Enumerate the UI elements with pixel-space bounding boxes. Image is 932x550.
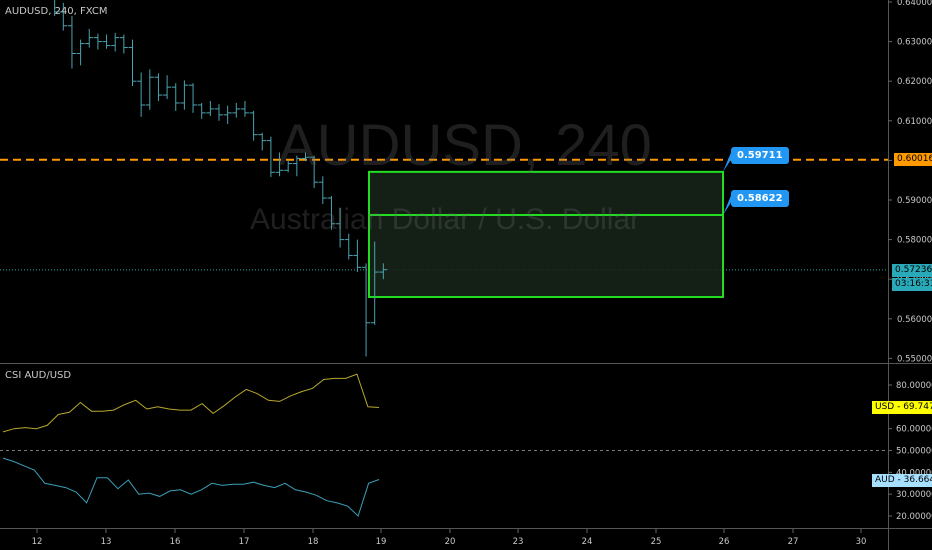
indicator-axis-label: 50.00000 [896, 447, 932, 457]
ohlc-bar [137, 72, 146, 117]
ohlc-bar [67, 15, 76, 69]
symbol-header: AUDUSD, 240, FXCM [5, 6, 108, 17]
ohlc-bar [171, 83, 180, 111]
ohlc-bar [301, 152, 310, 162]
lower-price-callout[interactable]: 0.58622 [731, 190, 789, 207]
ohlc-bar [318, 176, 327, 204]
ohlc-bar [362, 263, 371, 357]
time-axis-label: 16 [170, 537, 181, 547]
resistance-price-tag: 0.60016 [894, 153, 932, 166]
time-axis-label: 24 [582, 537, 593, 547]
time-axis-label: 23 [513, 537, 524, 547]
time-axis-label: 18 [308, 537, 319, 547]
time-axis-label: 30 [856, 537, 867, 547]
current-price-tag: 0.57236 [892, 264, 932, 277]
ohlc-bar [54, 0, 59, 16]
countdown-tag: 03:16:31 [892, 278, 932, 291]
price-axis-label: 0.61000 [897, 117, 932, 127]
lower-callout-pointer [723, 195, 731, 215]
ohlc-bar [93, 33, 102, 50]
ohlc-bar [111, 32, 120, 52]
demand-zone-box [368, 170, 724, 299]
ohlc-bar [76, 39, 85, 66]
ohlc-bar [240, 101, 249, 117]
time-axis-label: 26 [719, 537, 730, 547]
ohlc-bar [223, 105, 232, 124]
ohlc-bar [197, 102, 206, 119]
ohlc-bar [154, 73, 163, 101]
time-axis-label: 27 [788, 537, 799, 547]
ohlc-bar [275, 152, 284, 177]
ohlc-bar [266, 136, 275, 178]
time-axis-label: 13 [101, 537, 112, 547]
price-axis-label: 0.64000 [897, 0, 932, 8]
ohlc-bar [163, 75, 172, 100]
indicator-axis-label: 20.00000 [896, 512, 932, 522]
ohlc-bar [189, 83, 198, 113]
price-axis-label: 0.56000 [897, 315, 932, 325]
upper-price-callout[interactable]: 0.59711 [731, 147, 789, 164]
indicator-axis-label: 60.00000 [896, 425, 932, 435]
ohlc-bar [370, 241, 379, 325]
ohlc-bar [284, 160, 293, 173]
ohlc-bar [232, 102, 241, 118]
time-axis-label: 17 [239, 537, 250, 547]
ohlc-bar [85, 28, 94, 48]
time-axis-label: 19 [376, 537, 387, 547]
upper-callout-pointer [723, 152, 731, 172]
ohlc-bar [119, 34, 128, 54]
ohlc-bar [59, 2, 68, 31]
price-axis-label: 0.62000 [897, 77, 932, 87]
ohlc-bar [310, 155, 319, 189]
ohlc-bar [353, 239, 362, 273]
time-axis-label: 25 [651, 537, 662, 547]
indicator-axis-label: 80.00000 [896, 381, 932, 391]
ohlc-bar [180, 80, 189, 110]
ohlc-bar [336, 207, 345, 248]
usd-strength-line [2, 373, 380, 433]
indicator-axis-label: 30.00000 [896, 490, 932, 500]
time-axis-label: 20 [445, 537, 456, 547]
aud-strength-line [2, 457, 380, 517]
ohlc-bar [327, 196, 336, 230]
ohlc-bar [258, 132, 267, 151]
price-axis-label: 0.63000 [897, 38, 932, 48]
indicator-title: CSI AUD/USD [5, 370, 72, 381]
ohlc-bar [344, 233, 353, 260]
price-axis-label: 0.59000 [897, 196, 932, 206]
ohlc-bar [215, 104, 223, 121]
aud-index-tag: AUD - 36.66439 [872, 474, 932, 487]
ohlc-bar [206, 101, 215, 117]
ohlc-bar [292, 155, 301, 177]
price-axis-label: 0.55000 [897, 354, 932, 364]
price-axis-label: 0.58000 [897, 236, 932, 246]
ohlc-bar [102, 34, 111, 49]
time-axis-label: 12 [32, 537, 43, 547]
usd-index-tag: USD - 69.74798 [872, 401, 932, 414]
indicator-axis-label: 40.00000 [896, 468, 932, 478]
ohlc-bar [128, 39, 137, 86]
ohlc-bar [379, 263, 388, 280]
ohlc-bar [145, 69, 154, 110]
ohlc-bar [249, 110, 258, 141]
